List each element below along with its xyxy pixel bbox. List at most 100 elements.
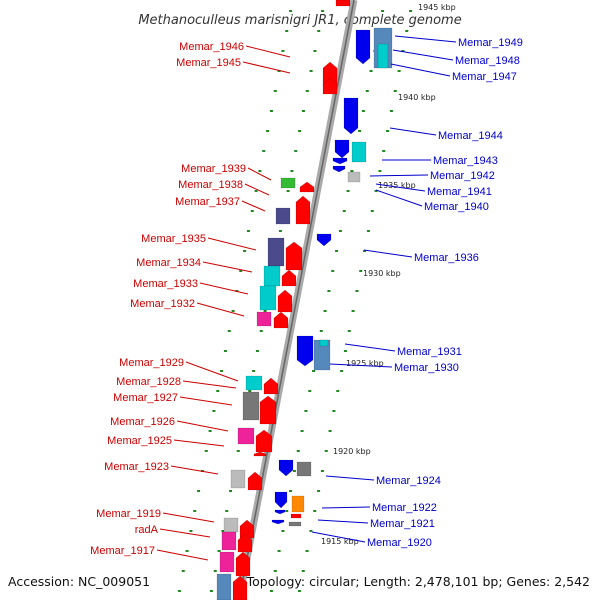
gene-feature[interactable] xyxy=(277,289,293,313)
track-dot xyxy=(351,310,355,312)
gene-feature[interactable] xyxy=(355,29,371,65)
kbp-tick-label: 1925 kbp xyxy=(346,359,384,368)
track-dot xyxy=(193,510,197,512)
gene-feature[interactable] xyxy=(256,311,272,327)
gene-feature[interactable] xyxy=(235,551,251,577)
gene-feature[interactable] xyxy=(351,141,367,163)
kbp-tick-label: 1945 kbp xyxy=(418,3,456,12)
gene-feature[interactable] xyxy=(296,335,314,367)
gene-feature[interactable] xyxy=(319,339,329,347)
gene-feature[interactable] xyxy=(245,375,263,391)
gene-label-right[interactable]: Memar_1931 xyxy=(397,346,462,358)
gene-label-left[interactable]: Memar_1945 xyxy=(176,57,241,69)
gene-feature[interactable] xyxy=(299,181,315,193)
gene-label-left[interactable]: Memar_1938 xyxy=(178,179,243,191)
gene-feature[interactable] xyxy=(343,97,359,135)
gene-feature[interactable] xyxy=(253,451,267,457)
track-dot xyxy=(365,90,369,92)
track-dot xyxy=(262,150,266,152)
gene-label-right[interactable]: Memar_1944 xyxy=(438,130,503,142)
gene-label-left[interactable]: Memar_1934 xyxy=(136,257,201,269)
gene-feature[interactable] xyxy=(322,77,338,95)
gene-label-left[interactable]: Memar_1928 xyxy=(116,376,181,388)
gene-feature[interactable] xyxy=(296,461,312,477)
gene-label-right[interactable]: Memar_1940 xyxy=(424,201,489,213)
gene-label-right[interactable]: Memar_1920 xyxy=(367,537,432,549)
gene-label-left[interactable]: radA xyxy=(135,524,159,536)
gene-feature[interactable] xyxy=(285,241,303,271)
gene-feature[interactable] xyxy=(280,177,296,189)
gene-label-left[interactable]: Memar_1927 xyxy=(113,392,178,404)
gene-label-left[interactable]: Memar_1917 xyxy=(90,545,155,557)
gene-label-left[interactable]: Memar_1937 xyxy=(175,196,240,208)
gene-feature[interactable] xyxy=(288,521,302,527)
gene-feature[interactable] xyxy=(275,207,291,225)
gene-feature[interactable] xyxy=(274,509,286,515)
gene-feature[interactable] xyxy=(281,269,297,287)
gene-feature[interactable] xyxy=(273,311,289,329)
gene-label-right[interactable]: Memar_1936 xyxy=(414,252,479,264)
gene-feature[interactable] xyxy=(332,165,346,173)
gene-feature[interactable] xyxy=(267,237,285,267)
gene-label-left[interactable]: Memar_1939 xyxy=(181,163,246,175)
track-dot xyxy=(298,130,302,132)
gene-feature[interactable] xyxy=(255,429,273,453)
label-leader-line xyxy=(389,127,437,136)
gene-feature[interactable] xyxy=(278,459,294,477)
gene-feature[interactable] xyxy=(221,531,237,551)
label-leader-line xyxy=(325,475,375,481)
gene-feature[interactable] xyxy=(334,139,350,159)
gene-label-left[interactable]: Memar_1926 xyxy=(110,416,175,428)
track-dot xyxy=(369,70,373,72)
track-dot xyxy=(378,170,382,172)
gene-feature[interactable] xyxy=(316,233,332,247)
gene-label-right[interactable]: Memar_1948 xyxy=(455,55,520,67)
gene-label-left[interactable]: Memar_1932 xyxy=(130,298,195,310)
gene-label-left[interactable]: Memar_1919 xyxy=(96,508,161,520)
gene-label-left[interactable]: Memar_1946 xyxy=(179,41,244,53)
gene-feature[interactable] xyxy=(237,533,253,553)
gene-label-left[interactable]: Memar_1929 xyxy=(119,357,184,369)
gene-label-right[interactable]: Memar_1922 xyxy=(372,502,437,514)
gene-feature[interactable] xyxy=(274,491,288,509)
gene-feature[interactable] xyxy=(237,427,255,445)
gene-label-left[interactable]: Memar_1925 xyxy=(107,435,172,447)
track-dot xyxy=(338,230,342,232)
gene-feature[interactable] xyxy=(322,61,338,87)
gene-label-right[interactable]: Memar_1941 xyxy=(427,186,492,198)
track-dot xyxy=(231,310,235,312)
track-dot xyxy=(285,30,289,32)
gene-label-right[interactable]: Memar_1924 xyxy=(376,475,441,487)
gene-feature[interactable] xyxy=(290,513,302,519)
gene-feature[interactable] xyxy=(259,395,277,425)
gene-feature[interactable] xyxy=(223,517,239,533)
gene-label-right[interactable]: Memar_1947 xyxy=(452,71,517,83)
gene-feature[interactable] xyxy=(239,519,255,539)
gene-label-right[interactable]: Memar_1949 xyxy=(458,37,523,49)
track-dot xyxy=(323,310,327,312)
gene-feature[interactable] xyxy=(216,573,232,600)
gene-label-right[interactable]: Memar_1930 xyxy=(394,362,459,374)
label-leader-line xyxy=(156,549,209,561)
gene-feature[interactable] xyxy=(247,471,263,491)
gene-label-right[interactable]: Memar_1921 xyxy=(370,518,435,530)
gene-label-left[interactable]: Memar_1933 xyxy=(133,278,198,290)
gene-feature[interactable] xyxy=(332,157,348,165)
gene-feature[interactable] xyxy=(230,469,246,489)
gene-feature[interactable] xyxy=(263,377,279,395)
gene-label-left[interactable]: Memar_1923 xyxy=(104,461,169,473)
gene-feature[interactable] xyxy=(263,265,281,287)
gene-feature[interactable] xyxy=(377,43,389,69)
gene-label-right[interactable]: Memar_1943 xyxy=(433,155,498,167)
gene-feature[interactable] xyxy=(271,519,285,525)
gene-feature[interactable] xyxy=(295,195,311,225)
gene-feature[interactable] xyxy=(242,391,260,421)
gene-feature[interactable] xyxy=(219,551,235,573)
gene-feature[interactable] xyxy=(291,495,305,513)
gene-feature[interactable] xyxy=(347,171,361,183)
gene-feature[interactable] xyxy=(259,285,277,311)
gene-feature[interactable] xyxy=(232,575,248,600)
gene-label-right[interactable]: Memar_1942 xyxy=(430,170,495,182)
gene-label-left[interactable]: Memar_1935 xyxy=(141,233,206,245)
gene-feature[interactable] xyxy=(335,0,351,7)
